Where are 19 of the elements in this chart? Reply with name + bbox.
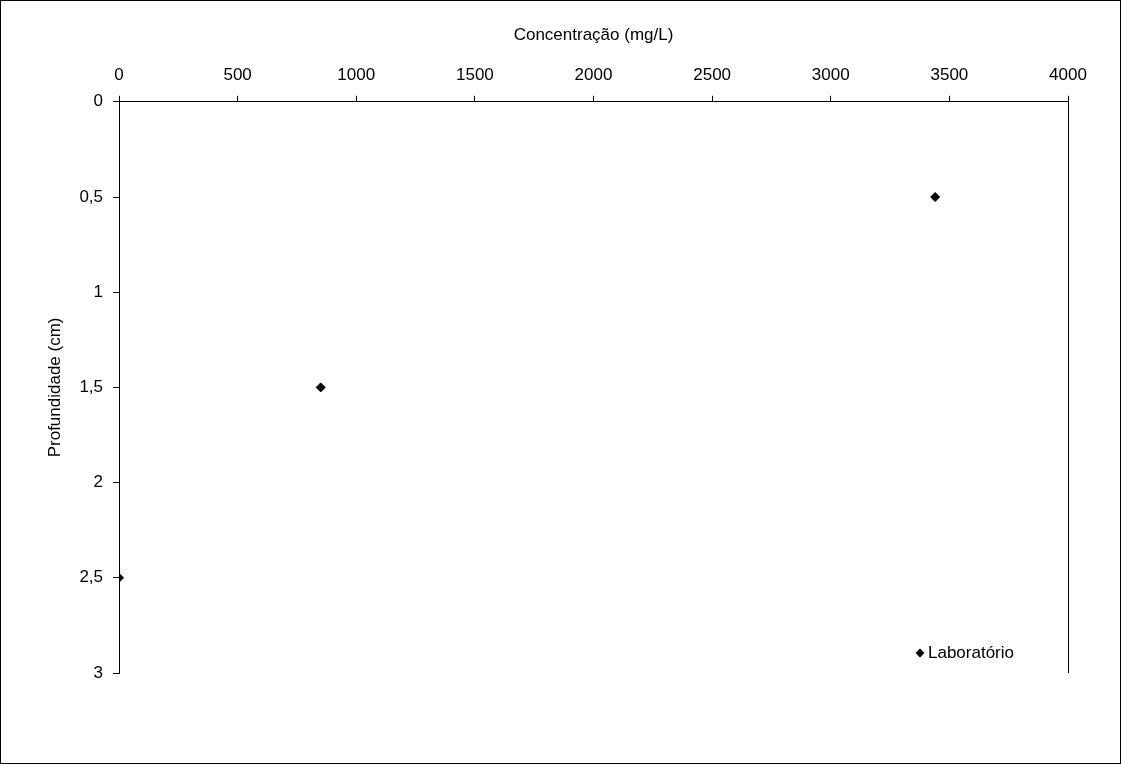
x-tick-label: 3500 <box>930 65 969 85</box>
x-tick-label: 2500 <box>693 65 732 85</box>
y-tick-label: 1 <box>93 281 104 301</box>
legend-label: Laboratório <box>928 642 1015 662</box>
y-tick-label: 2,5 <box>79 567 104 587</box>
x-tick-label: 500 <box>223 65 252 85</box>
y-tick-label: 2 <box>93 472 104 492</box>
y-tick-label: 0,5 <box>79 186 104 206</box>
x-tick-label: 3000 <box>811 65 850 85</box>
x-tick-label: 2000 <box>574 65 613 85</box>
x-tick-label: 1500 <box>455 65 494 85</box>
x-tick-label: 4000 <box>1049 65 1087 85</box>
y-axis-title: Profundidade (cm) <box>44 317 64 458</box>
y-tick-label: 1,5 <box>79 377 104 397</box>
x-tick-label: 0 <box>114 65 124 85</box>
x-axis-title: Concentração (mg/L) <box>513 24 674 44</box>
x-tick-label: 1000 <box>337 65 376 85</box>
y-tick-label: 0 <box>93 91 104 111</box>
y-tick-label: 3 <box>93 662 104 682</box>
